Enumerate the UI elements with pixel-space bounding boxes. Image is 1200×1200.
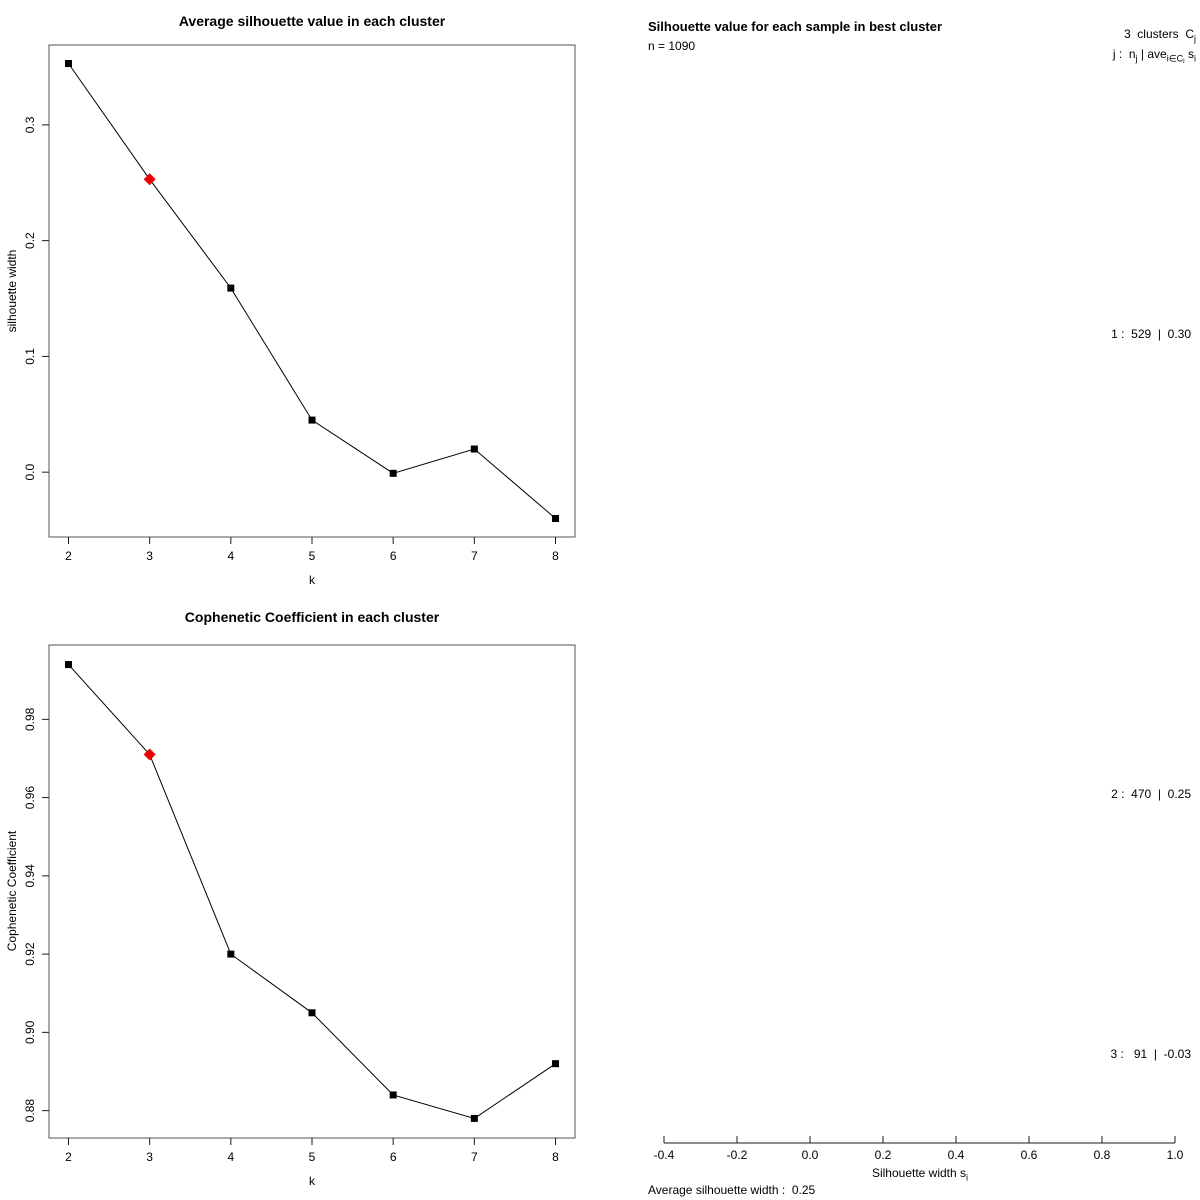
x-tick-label: 2	[65, 1150, 72, 1164]
legend-line2-part: j : n	[1112, 47, 1136, 61]
x-tick-label: 0.6	[1021, 1148, 1038, 1162]
y-tick-label: 0.92	[23, 942, 37, 966]
data-point	[470, 445, 478, 453]
data-point	[470, 1114, 478, 1122]
plot-box	[48, 44, 576, 538]
legend-line2-part: s	[1184, 47, 1194, 61]
highlight-point	[143, 173, 156, 186]
y-tick-label: 0.96	[23, 786, 37, 810]
cluster-summary-row: 2 : 470 | 0.25	[1111, 787, 1191, 801]
x-tick-label: 3	[146, 1150, 153, 1164]
legend-line2-subscript: j	[1135, 53, 1138, 64]
x-tick-label: 7	[471, 1150, 478, 1164]
data-point	[227, 950, 235, 958]
silhouette-xaxis-label-text: Silhouette width s	[871, 1166, 967, 1180]
y-tick-label: 0.98	[23, 707, 37, 731]
x-tick-label: 0.4	[948, 1148, 965, 1162]
y-tick-label: 0.88	[23, 1099, 37, 1123]
x-tick-label: 5	[309, 1150, 316, 1164]
x-tick-label: 3	[146, 549, 153, 563]
silhouette-xaxis-label: Silhouette width si	[770, 1166, 1070, 1183]
y-tick-label: 0.0	[23, 464, 37, 481]
series-line	[68, 63, 556, 519]
x-tick-label: 0.8	[1094, 1148, 1111, 1162]
series-line	[68, 664, 556, 1119]
y-tick-label: 0.94	[23, 864, 37, 888]
x-tick-label: 7	[471, 549, 478, 563]
average-silhouette-width-label: Average silhouette width : 0.25	[648, 1183, 816, 1197]
chart2-xaxis-label: k	[309, 1174, 315, 1188]
data-point	[389, 1091, 397, 1099]
x-tick-label: 4	[227, 1150, 234, 1164]
cluster-legend-line2: j : nj | avei∈Cⱼ si	[900, 47, 1196, 64]
x-tick-label: 8	[552, 1150, 559, 1164]
data-point	[308, 416, 316, 424]
silhouette-xaxis-label-subscript: i	[966, 1172, 969, 1183]
x-tick-label: 2	[65, 549, 72, 563]
legend-line2-part: | ave	[1137, 47, 1167, 61]
x-tick-label: 0.2	[875, 1148, 892, 1162]
chart1-xaxis-label: k	[309, 573, 315, 587]
sample-count-label: n = 1090	[648, 39, 696, 53]
data-point	[552, 514, 560, 522]
y-tick-label: 0.90	[23, 1020, 37, 1044]
x-tick-label: 1.0	[1167, 1148, 1184, 1162]
x-tick-label: 5	[309, 549, 316, 563]
cluster-summary-row: 3 : 91 | -0.03	[1110, 1047, 1192, 1061]
data-point	[64, 60, 72, 68]
y-tick-label: 0.1	[23, 348, 37, 365]
legend-line1-text: 3 clusters C	[1123, 27, 1194, 41]
chart2-yaxis-label: Cophenetic Coefficient	[5, 830, 19, 952]
data-point	[389, 469, 397, 477]
cluster-legend-line1: 3 clusters Cj	[900, 27, 1196, 44]
legend-line2-subscript: i	[1194, 53, 1196, 64]
chart1-yaxis-label: silhouette width	[5, 249, 19, 333]
x-tick-label: -0.2	[727, 1148, 748, 1162]
chart1-title: Average silhouette value in each cluster	[178, 13, 446, 29]
x-tick-label: 6	[390, 549, 397, 563]
data-point	[552, 1060, 560, 1068]
data-point	[227, 284, 235, 292]
y-tick-label: 0.3	[23, 116, 37, 133]
plot-box	[48, 644, 576, 1139]
silhouette-plot-title: Silhouette value for each sample in best…	[648, 19, 943, 34]
cluster-summary-row: 1 : 529 | 0.30	[1111, 327, 1191, 341]
legend-line1-subscript: j	[1194, 33, 1196, 44]
x-tick-label: 4	[227, 549, 234, 563]
x-tick-label: -0.4	[654, 1148, 675, 1162]
legend-line2-subscript: i∈Cⱼ	[1166, 53, 1185, 64]
chart2-title: Cophenetic Coefficient in each cluster	[184, 609, 440, 625]
x-tick-label: 8	[552, 549, 559, 563]
x-tick-label: 6	[390, 1150, 397, 1164]
highlight-point	[143, 748, 156, 761]
data-point	[308, 1009, 316, 1017]
x-tick-label: 0.0	[802, 1148, 819, 1162]
y-tick-label: 0.2	[23, 232, 37, 249]
data-point	[64, 661, 72, 669]
